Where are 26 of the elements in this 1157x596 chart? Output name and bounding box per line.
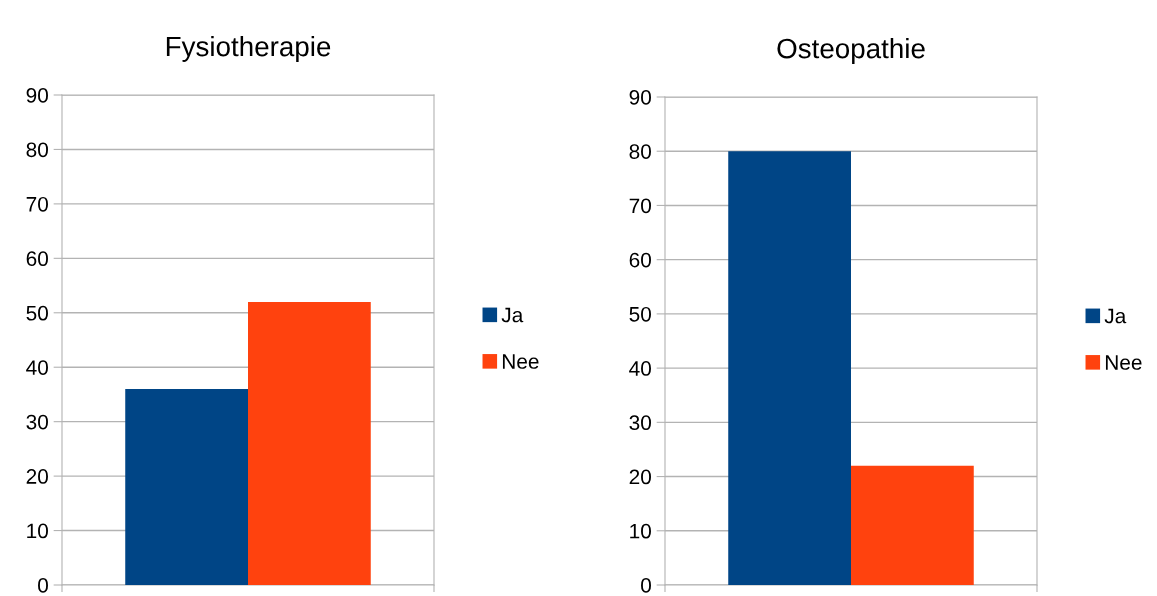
y-tick-label: 40: [629, 361, 651, 376]
chart-title: Fysiotherapie: [166, 35, 331, 62]
y-tick-label: 80: [629, 144, 651, 159]
y-tick-label: 70: [26, 196, 48, 212]
y-tick-label: 10: [27, 523, 48, 539]
y-tick-label: 50: [629, 306, 651, 322]
legend-label: Ja: [501, 307, 524, 323]
y-tick-label: 80: [26, 142, 48, 158]
chart-title: Osteopathie: [777, 37, 925, 64]
y-tick-label: 30: [629, 415, 651, 431]
y-tick-label: 60: [629, 252, 651, 268]
y-tick-label: 90: [26, 88, 48, 103]
y-tick-label: 90: [629, 90, 651, 105]
y-tick-label: 70: [629, 198, 651, 214]
legend-label: Nee: [502, 354, 539, 369]
y-tick-label: 50: [26, 305, 48, 321]
legend-label: Nee: [1105, 355, 1142, 370]
legend-label: Ja: [1104, 308, 1127, 324]
y-tick-label: 40: [26, 360, 48, 375]
y-tick-label: 0: [38, 578, 48, 593]
y-tick-label: 20: [26, 469, 48, 484]
y-tick-label: 30: [26, 414, 48, 430]
y-tick-label: 10: [630, 523, 651, 539]
y-tick-label: 20: [629, 469, 651, 485]
y-tick-label: 60: [26, 251, 48, 267]
y-tick-label: 0: [641, 578, 651, 593]
